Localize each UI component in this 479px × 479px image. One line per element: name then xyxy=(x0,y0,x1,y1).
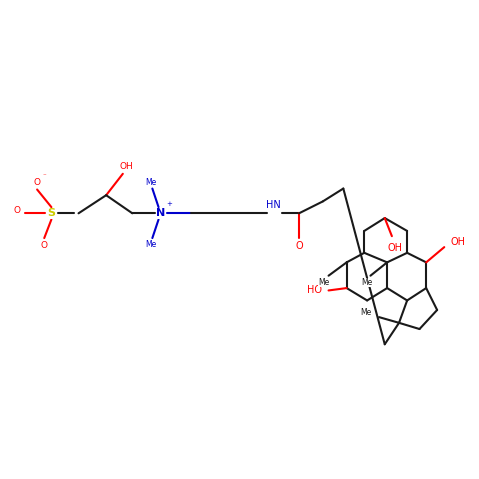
Text: Me: Me xyxy=(145,178,156,187)
Text: Me: Me xyxy=(362,278,373,287)
Text: OH: OH xyxy=(119,162,133,171)
Text: +: + xyxy=(166,201,172,207)
Text: Me: Me xyxy=(318,278,330,287)
Text: OH: OH xyxy=(388,243,403,253)
Text: Me: Me xyxy=(360,308,371,317)
Text: O: O xyxy=(34,178,41,187)
Text: S: S xyxy=(47,208,56,218)
Text: O: O xyxy=(295,240,303,251)
Text: O: O xyxy=(41,241,48,250)
Text: Me: Me xyxy=(145,240,156,249)
Text: O: O xyxy=(13,206,21,216)
Text: N: N xyxy=(156,208,166,218)
Text: HO: HO xyxy=(307,285,322,296)
Text: ⁻: ⁻ xyxy=(43,173,46,179)
Text: HN: HN xyxy=(266,200,281,210)
Text: OH: OH xyxy=(451,238,466,247)
